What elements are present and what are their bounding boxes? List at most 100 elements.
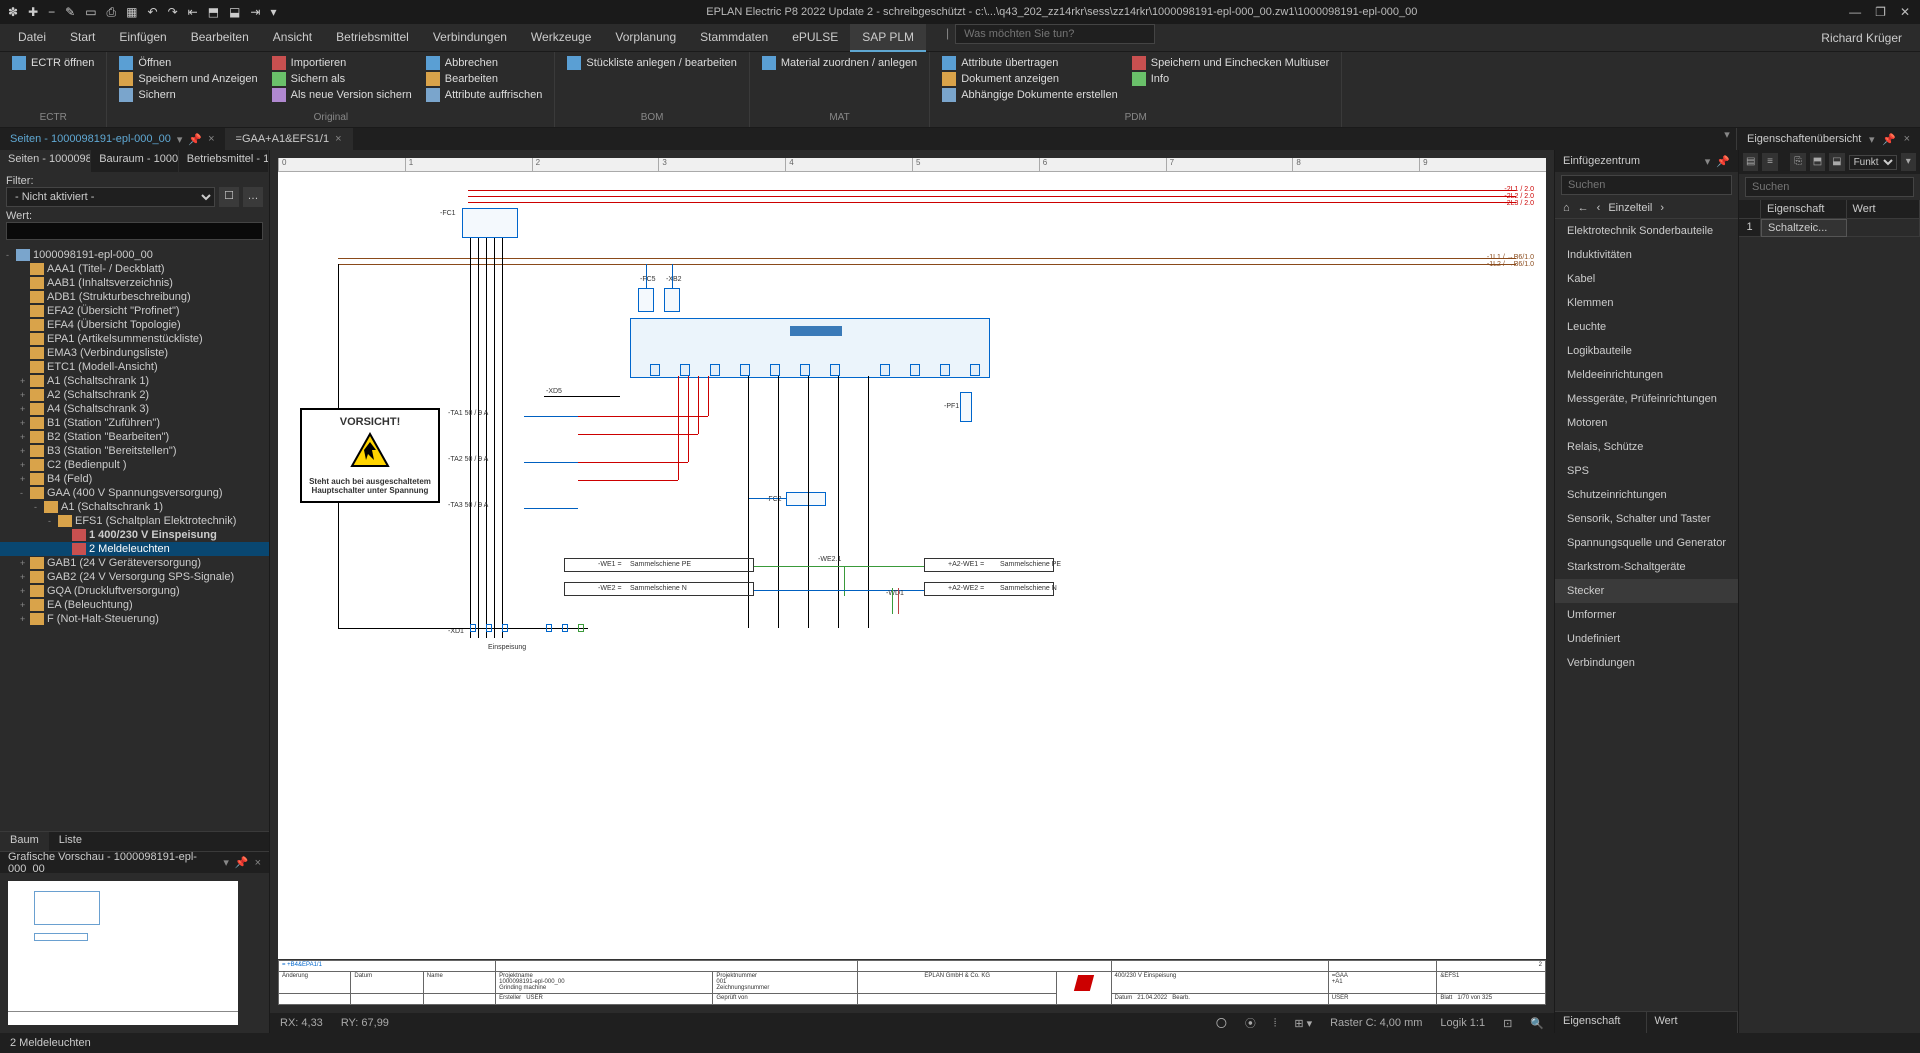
- qat-icon[interactable]: ⎙: [107, 5, 117, 20]
- tree-item[interactable]: +GAB2 (24 V Versorgung SPS-Signale): [0, 570, 269, 584]
- filter-select[interactable]: - Nicht aktiviert -: [6, 187, 215, 207]
- dropdown-icon[interactable]: ▾: [177, 133, 183, 146]
- pin-icon[interactable]: 📌: [1882, 133, 1896, 146]
- component-fc5[interactable]: [638, 288, 654, 312]
- category-item[interactable]: Klemmen: [1555, 291, 1738, 315]
- menu-sap plm[interactable]: SAP PLM: [850, 24, 926, 52]
- component-fc1[interactable]: [462, 208, 518, 238]
- ribbon-sichern[interactable]: Sichern: [119, 88, 257, 102]
- category-item[interactable]: Elektrotechnik Sonderbauteile: [1555, 219, 1738, 243]
- category-item[interactable]: Meldeeinrichtungen: [1555, 363, 1738, 387]
- category-item[interactable]: Induktivitäten: [1555, 243, 1738, 267]
- ribbon-dokument-anzeigen[interactable]: Dokument anzeigen: [942, 72, 1118, 86]
- qat-icon[interactable]: ⬓: [229, 5, 240, 20]
- tree-item[interactable]: +GAB1 (24 V Geräteversorgung): [0, 556, 269, 570]
- search-input[interactable]: [1745, 177, 1914, 197]
- category-item[interactable]: Umformer: [1555, 603, 1738, 627]
- tree-item[interactable]: EFA4 (Übersicht Topologie): [0, 318, 269, 332]
- toolbar-button[interactable]: ⬒: [1810, 153, 1825, 171]
- ribbon-attribute-auffrischen[interactable]: Attribute auffrischen: [426, 88, 543, 102]
- qat-icon[interactable]: ▭: [85, 5, 96, 20]
- toolbar-button[interactable]: ≡: [1762, 153, 1777, 171]
- tree-item[interactable]: +EA (Beleuchtung): [0, 598, 269, 612]
- close-button[interactable]: ✕: [1900, 5, 1910, 19]
- ribbon-als-neue-version-sichern[interactable]: Als neue Version sichern: [272, 88, 412, 102]
- category-item[interactable]: Undefiniert: [1555, 627, 1738, 651]
- tree-item[interactable]: -1000098191-epl-000_00: [0, 248, 269, 262]
- close-icon[interactable]: ×: [255, 857, 261, 869]
- tree-item[interactable]: +B4 (Feld): [0, 472, 269, 486]
- qat-icon[interactable]: ⇤: [188, 5, 198, 20]
- back-icon[interactable]: ←: [1578, 202, 1589, 214]
- breadcrumb[interactable]: ⌂ ← ‹ Einzelteil ›: [1555, 198, 1738, 219]
- component-fc2[interactable]: [786, 492, 826, 506]
- component-pf1[interactable]: [960, 392, 972, 422]
- wert-input[interactable]: [6, 222, 263, 240]
- menu-bearbeiten[interactable]: Bearbeiten: [179, 24, 261, 52]
- ribbon-speichern-und-anzeigen[interactable]: Speichern und Anzeigen: [119, 72, 257, 86]
- zoom-icon[interactable]: 🔍: [1530, 1017, 1544, 1030]
- nav-tab[interactable]: Bauraum - 10000...: [91, 150, 179, 172]
- tree-item[interactable]: 2 Meldeleuchten: [0, 542, 269, 556]
- tree-item[interactable]: +A1 (Schaltschrank 1): [0, 374, 269, 388]
- menu-stammdaten[interactable]: Stammdaten: [688, 24, 780, 52]
- ribbon-ectr-ffnen[interactable]: ECTR öffnen: [12, 56, 94, 70]
- category-item[interactable]: SPS: [1555, 459, 1738, 483]
- tree-item[interactable]: 1 400/230 V Einspeisung: [0, 528, 269, 542]
- ribbon-abh-ngige-dokumente-erstellen[interactable]: Abhängige Dokumente erstellen: [942, 88, 1118, 102]
- col-header[interactable]: [1739, 200, 1761, 218]
- schematic-page[interactable]: 0123456789 -2L1 / 2.0 -2L2 / 2.0 -2L3 / …: [278, 158, 1546, 1005]
- tree-item[interactable]: -GAA (400 V Spannungsversorgung): [0, 486, 269, 500]
- tree-item[interactable]: ADB1 (Strukturbeschreibung): [0, 290, 269, 304]
- col-header[interactable]: Eigenschaft: [1761, 200, 1847, 218]
- side-panel-tab[interactable]: Seiten - 1000098191-epl-000_00 ▾ 📌 ×: [0, 128, 226, 150]
- filter-dropdown[interactable]: Funkt: [1849, 155, 1897, 170]
- category-item[interactable]: Starkstrom-Schaltgeräte: [1555, 555, 1738, 579]
- category-item[interactable]: Sensorik, Schalter und Taster: [1555, 507, 1738, 531]
- toolbar-button[interactable]: ▤: [1743, 153, 1758, 171]
- close-panel-icon[interactable]: ×: [1904, 133, 1910, 145]
- tree-item[interactable]: +C2 (Bedienpult ): [0, 458, 269, 472]
- category-item[interactable]: Schutzeinrichtungen: [1555, 483, 1738, 507]
- category-item[interactable]: Kabel: [1555, 267, 1738, 291]
- filter-more-icon[interactable]: …: [243, 187, 263, 207]
- menu-start[interactable]: Start: [58, 24, 107, 52]
- component-xb2[interactable]: [664, 288, 680, 312]
- pin-icon[interactable]: 📌: [235, 856, 249, 869]
- tree-item[interactable]: +A2 (Schaltschrank 2): [0, 388, 269, 402]
- tree-item[interactable]: +A4 (Schaltschrank 3): [0, 402, 269, 416]
- ribbon-abbrechen[interactable]: Abbrechen: [426, 56, 543, 70]
- category-item[interactable]: Logikbauteile: [1555, 339, 1738, 363]
- preview-body[interactable]: [0, 873, 269, 1033]
- pin-icon[interactable]: 📌: [1716, 155, 1730, 168]
- status-icon[interactable]: 〇: [1216, 1015, 1227, 1031]
- nav-tab[interactable]: Betriebsmittel - 10...: [179, 150, 269, 172]
- qat-icon[interactable]: ✚: [28, 5, 38, 20]
- tree-item[interactable]: AAA1 (Titel- / Deckblatt): [0, 262, 269, 276]
- menu-vorplanung[interactable]: Vorplanung: [603, 24, 688, 52]
- tree-item[interactable]: -A1 (Schaltschrank 1): [0, 500, 269, 514]
- qat-icon[interactable]: ↶: [148, 5, 158, 20]
- menu-ansicht[interactable]: Ansicht: [261, 24, 324, 52]
- filter-toggle-icon[interactable]: ☐: [219, 187, 239, 207]
- ribbon-attribute-bertragen[interactable]: Attribute übertragen: [942, 56, 1118, 70]
- menu-werkzeuge[interactable]: Werkzeuge: [519, 24, 603, 52]
- ribbon-importieren[interactable]: Importieren: [272, 56, 412, 70]
- home-icon[interactable]: ⌂: [1563, 202, 1570, 214]
- ribbon--ffnen[interactable]: Öffnen: [119, 56, 257, 70]
- tree-item[interactable]: ETC1 (Modell-Ansicht): [0, 360, 269, 374]
- menu-betriebsmittel[interactable]: Betriebsmittel: [324, 24, 421, 52]
- category-item[interactable]: Motoren: [1555, 411, 1738, 435]
- tree-item[interactable]: -EFS1 (Schaltplan Elektrotechnik): [0, 514, 269, 528]
- dropdown-icon[interactable]: ▾: [1869, 133, 1875, 146]
- ribbon-speichern-und-einchecken-multiuser[interactable]: Speichern und Einchecken Multiuser: [1132, 56, 1330, 70]
- tree-item[interactable]: EPA1 (Artikelsummenstückliste): [0, 332, 269, 346]
- tree-item[interactable]: EMA3 (Verbindungsliste): [0, 346, 269, 360]
- ribbon-info[interactable]: Info: [1132, 72, 1330, 86]
- search-input[interactable]: [1561, 175, 1732, 195]
- menu-verbindungen[interactable]: Verbindungen: [421, 24, 519, 52]
- dropdown-icon[interactable]: ▾: [1705, 155, 1711, 168]
- category-item[interactable]: Messgeräte, Prüfeinrichtungen: [1555, 387, 1738, 411]
- tree-item[interactable]: +B1 (Station "Zuführen"): [0, 416, 269, 430]
- qat-icon[interactable]: −: [48, 5, 55, 20]
